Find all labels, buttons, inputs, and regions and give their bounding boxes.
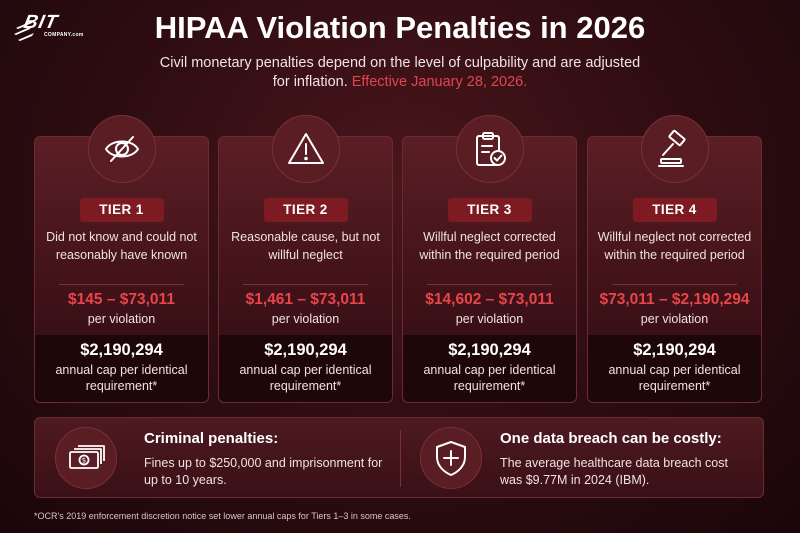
tier-card-1: TIER 1 Did not know and could not reason… (34, 115, 209, 403)
tier-card-4: TIER 4 Willful neglect not corrected wit… (587, 115, 762, 403)
tier-description: Reasonable cause, but not willful neglec… (231, 230, 380, 262)
shield-plus-icon (436, 441, 466, 476)
bit-company-logo (14, 20, 34, 41)
per-violation-label: per violation (87, 312, 156, 326)
tier-card-2: TIER 2 Reasonable cause, but not willful… (218, 115, 393, 403)
gavel-icon (657, 129, 686, 167)
effective-date: Effective January 28, 2026. (351, 74, 528, 90)
tier-card-3: TIER 3 Willful neglect corrected within … (402, 115, 577, 403)
page-subtitle: Civil monetary penalties depend on the l… (150, 54, 650, 92)
annual-cap-amount: $2,190,294 (448, 341, 531, 359)
penalty-range: $14,602 – $73,011 (425, 291, 554, 308)
logo-subtext: COMPANY.com (44, 32, 84, 38)
tier-description: Willful neglect not corrected within the… (597, 230, 752, 262)
money-stack-icon: $ (69, 445, 105, 469)
eye-slash-icon (104, 136, 139, 162)
footnote: *OCR's 2019 enforcement discretion notic… (34, 511, 411, 521)
divider (427, 284, 552, 285)
tier-label: TIER 1 (79, 198, 164, 222)
tier-label: TIER 3 (447, 198, 532, 222)
tier-description: Willful neglect corrected within the req… (419, 230, 560, 262)
divider (243, 284, 368, 285)
annual-cap-amount: $2,190,294 (633, 341, 716, 359)
criminal-penalties-heading: Criminal penalties: (144, 430, 279, 447)
page-title: HIPAA Violation Penalties in 2026 (154, 10, 646, 45)
per-violation-label: per violation (640, 312, 709, 326)
breach-icon-circle (420, 427, 482, 489)
tier-icon-circle (87, 115, 156, 183)
tier-description: Did not know and could not reasonably ha… (46, 230, 197, 262)
tier-icon-circle (271, 115, 340, 183)
criminal-icon-circle: $ (55, 427, 117, 489)
criminal-penalties-text: Fines up to $250,000 and imprisonment fo… (144, 456, 383, 487)
annual-cap-box: $2,190,294 annual cap per identical requ… (219, 335, 392, 402)
annual-cap-text: annual cap per identical requirement* (608, 363, 741, 393)
annual-cap-box: $2,190,294 annual cap per identical requ… (588, 335, 761, 402)
annual-cap-amount: $2,190,294 (80, 341, 163, 359)
penalty-range: $73,011 – $2,190,294 (599, 291, 750, 308)
divider (59, 284, 184, 285)
divider (400, 430, 401, 487)
svg-text:$: $ (82, 457, 86, 465)
clipboard-check-icon (475, 132, 506, 166)
tier-label: TIER 2 (263, 198, 348, 222)
bottom-info-panel: $ Criminal penalties: Fines up to $250,0… (34, 417, 764, 498)
per-violation-label: per violation (455, 312, 524, 326)
annual-cap-box: $2,190,294 annual cap per identical requ… (403, 335, 576, 402)
subtitle-text: Civil monetary penalties depend on the l… (159, 55, 641, 90)
data-breach-heading: One data breach can be costly: (500, 430, 722, 447)
annual-cap-text: annual cap per identical requirement* (55, 363, 188, 393)
warning-triangle-icon (287, 133, 324, 164)
penalty-range: $145 – $73,011 (68, 291, 175, 308)
per-violation-label: per violation (271, 312, 340, 326)
annual-cap-amount: $2,190,294 (264, 341, 347, 359)
tier-icon-circle (640, 115, 709, 183)
tier-icon-circle (455, 115, 524, 183)
penalty-range: $1,461 – $73,011 (245, 291, 366, 308)
annual-cap-text: annual cap per identical requirement* (239, 363, 372, 393)
divider (612, 284, 737, 285)
tier-label: TIER 4 (632, 198, 717, 222)
data-breach-text: The average healthcare data breach cost … (500, 456, 728, 487)
annual-cap-box: $2,190,294 annual cap per identical requ… (35, 335, 208, 402)
annual-cap-text: annual cap per identical requirement* (423, 363, 556, 393)
